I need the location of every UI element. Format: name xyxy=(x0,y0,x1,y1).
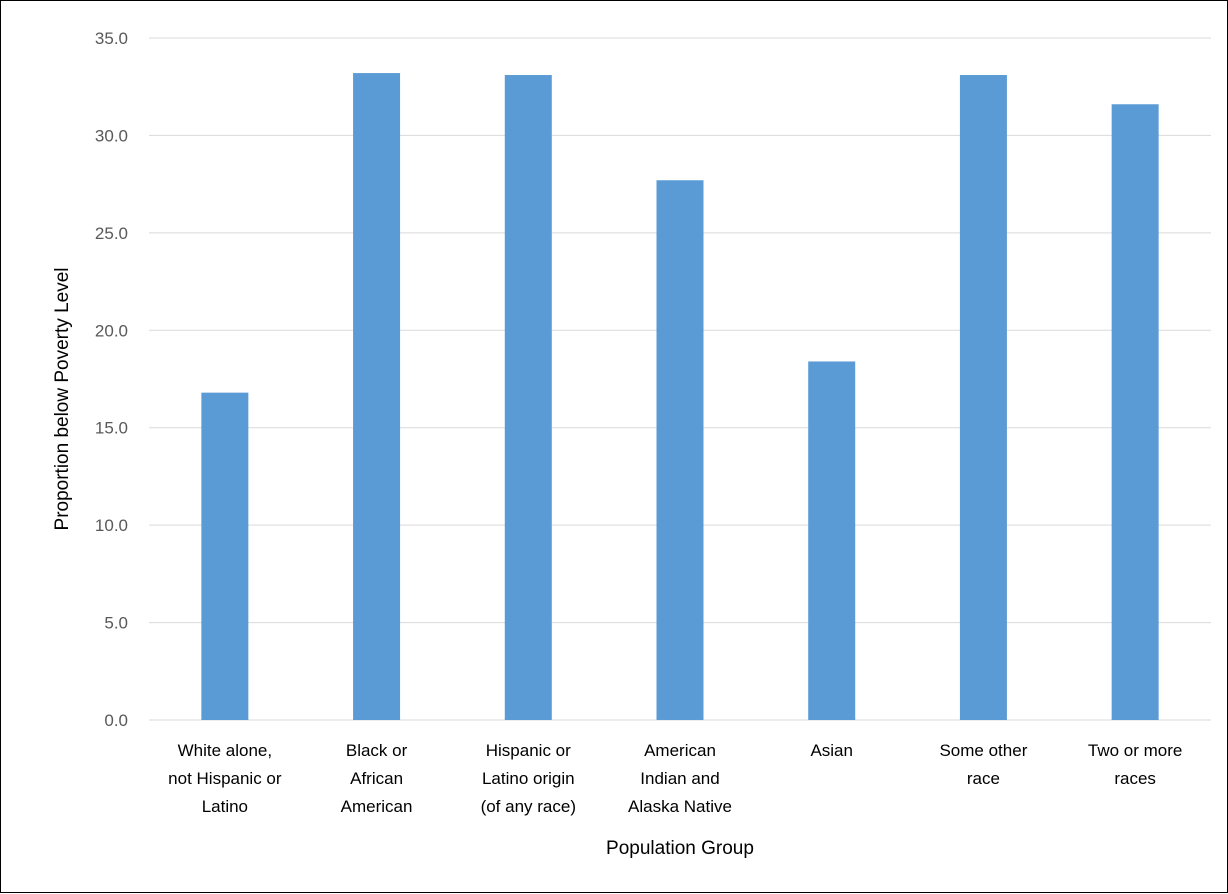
y-tick-label: 5.0 xyxy=(104,614,128,633)
bar xyxy=(201,392,249,720)
bars xyxy=(201,73,1159,721)
x-category-label-line: African xyxy=(350,769,403,788)
x-axis-title: Population Group xyxy=(606,838,754,859)
y-tick-label: 20.0 xyxy=(95,321,128,340)
x-category-label: Black or African American xyxy=(341,741,413,816)
x-category-label-line: race xyxy=(967,769,1000,788)
x-category-label: Some other race xyxy=(939,741,1027,788)
y-tick-label: 15.0 xyxy=(95,419,128,438)
y-tick-label: 35.0 xyxy=(95,29,128,48)
x-category-label-line: not Hispanic or xyxy=(168,769,282,788)
bar xyxy=(504,75,552,721)
y-axis-title: Proportion below Poverty Level xyxy=(52,268,73,531)
y-tick-label: 30.0 xyxy=(95,126,128,145)
x-category-label-line: Asian xyxy=(810,741,853,760)
x-category-label-line: Alaska Native xyxy=(628,797,732,816)
bar xyxy=(1111,104,1159,721)
x-category-label: Asian xyxy=(810,741,853,760)
y-tick-label: 0.0 xyxy=(104,711,128,730)
bar xyxy=(959,75,1007,721)
x-category-label-line: American xyxy=(644,741,716,760)
bar xyxy=(353,73,401,721)
x-category-label: Two or more races xyxy=(1088,741,1182,788)
x-category-label-line: Black or xyxy=(346,741,408,760)
x-category-label-line: Hispanic or xyxy=(486,741,571,760)
x-category-label-line: Two or more xyxy=(1088,741,1182,760)
x-category-label-line: Indian and xyxy=(640,769,719,788)
x-category-label: American Indian and Alaska Native xyxy=(628,741,732,816)
x-category-labels: White alone, not Hispanic or Latino Black o… xyxy=(168,741,1182,816)
y-tick-label: 25.0 xyxy=(95,224,128,243)
y-tick-label: 10.0 xyxy=(95,516,128,535)
x-category-label-line: Some other xyxy=(939,741,1027,760)
x-category-label-line: American xyxy=(341,797,413,816)
bar xyxy=(656,180,704,720)
x-category-label-line: Latino origin xyxy=(482,769,575,788)
x-category-label: White alone, not Hispanic or Latino xyxy=(168,741,282,816)
x-category-label-line: races xyxy=(1114,769,1156,788)
y-tick-labels: 0.0 5.0 10.0 15.0 20.0 25.0 30.0 35.0 xyxy=(95,29,128,730)
x-category-label: Hispanic or Latino origin (of any race) xyxy=(481,741,576,816)
bar xyxy=(808,361,856,720)
x-category-label-line: White alone, xyxy=(178,741,273,760)
x-category-label-line: (of any race) xyxy=(481,797,576,816)
x-category-label-line: Latino xyxy=(202,797,248,816)
